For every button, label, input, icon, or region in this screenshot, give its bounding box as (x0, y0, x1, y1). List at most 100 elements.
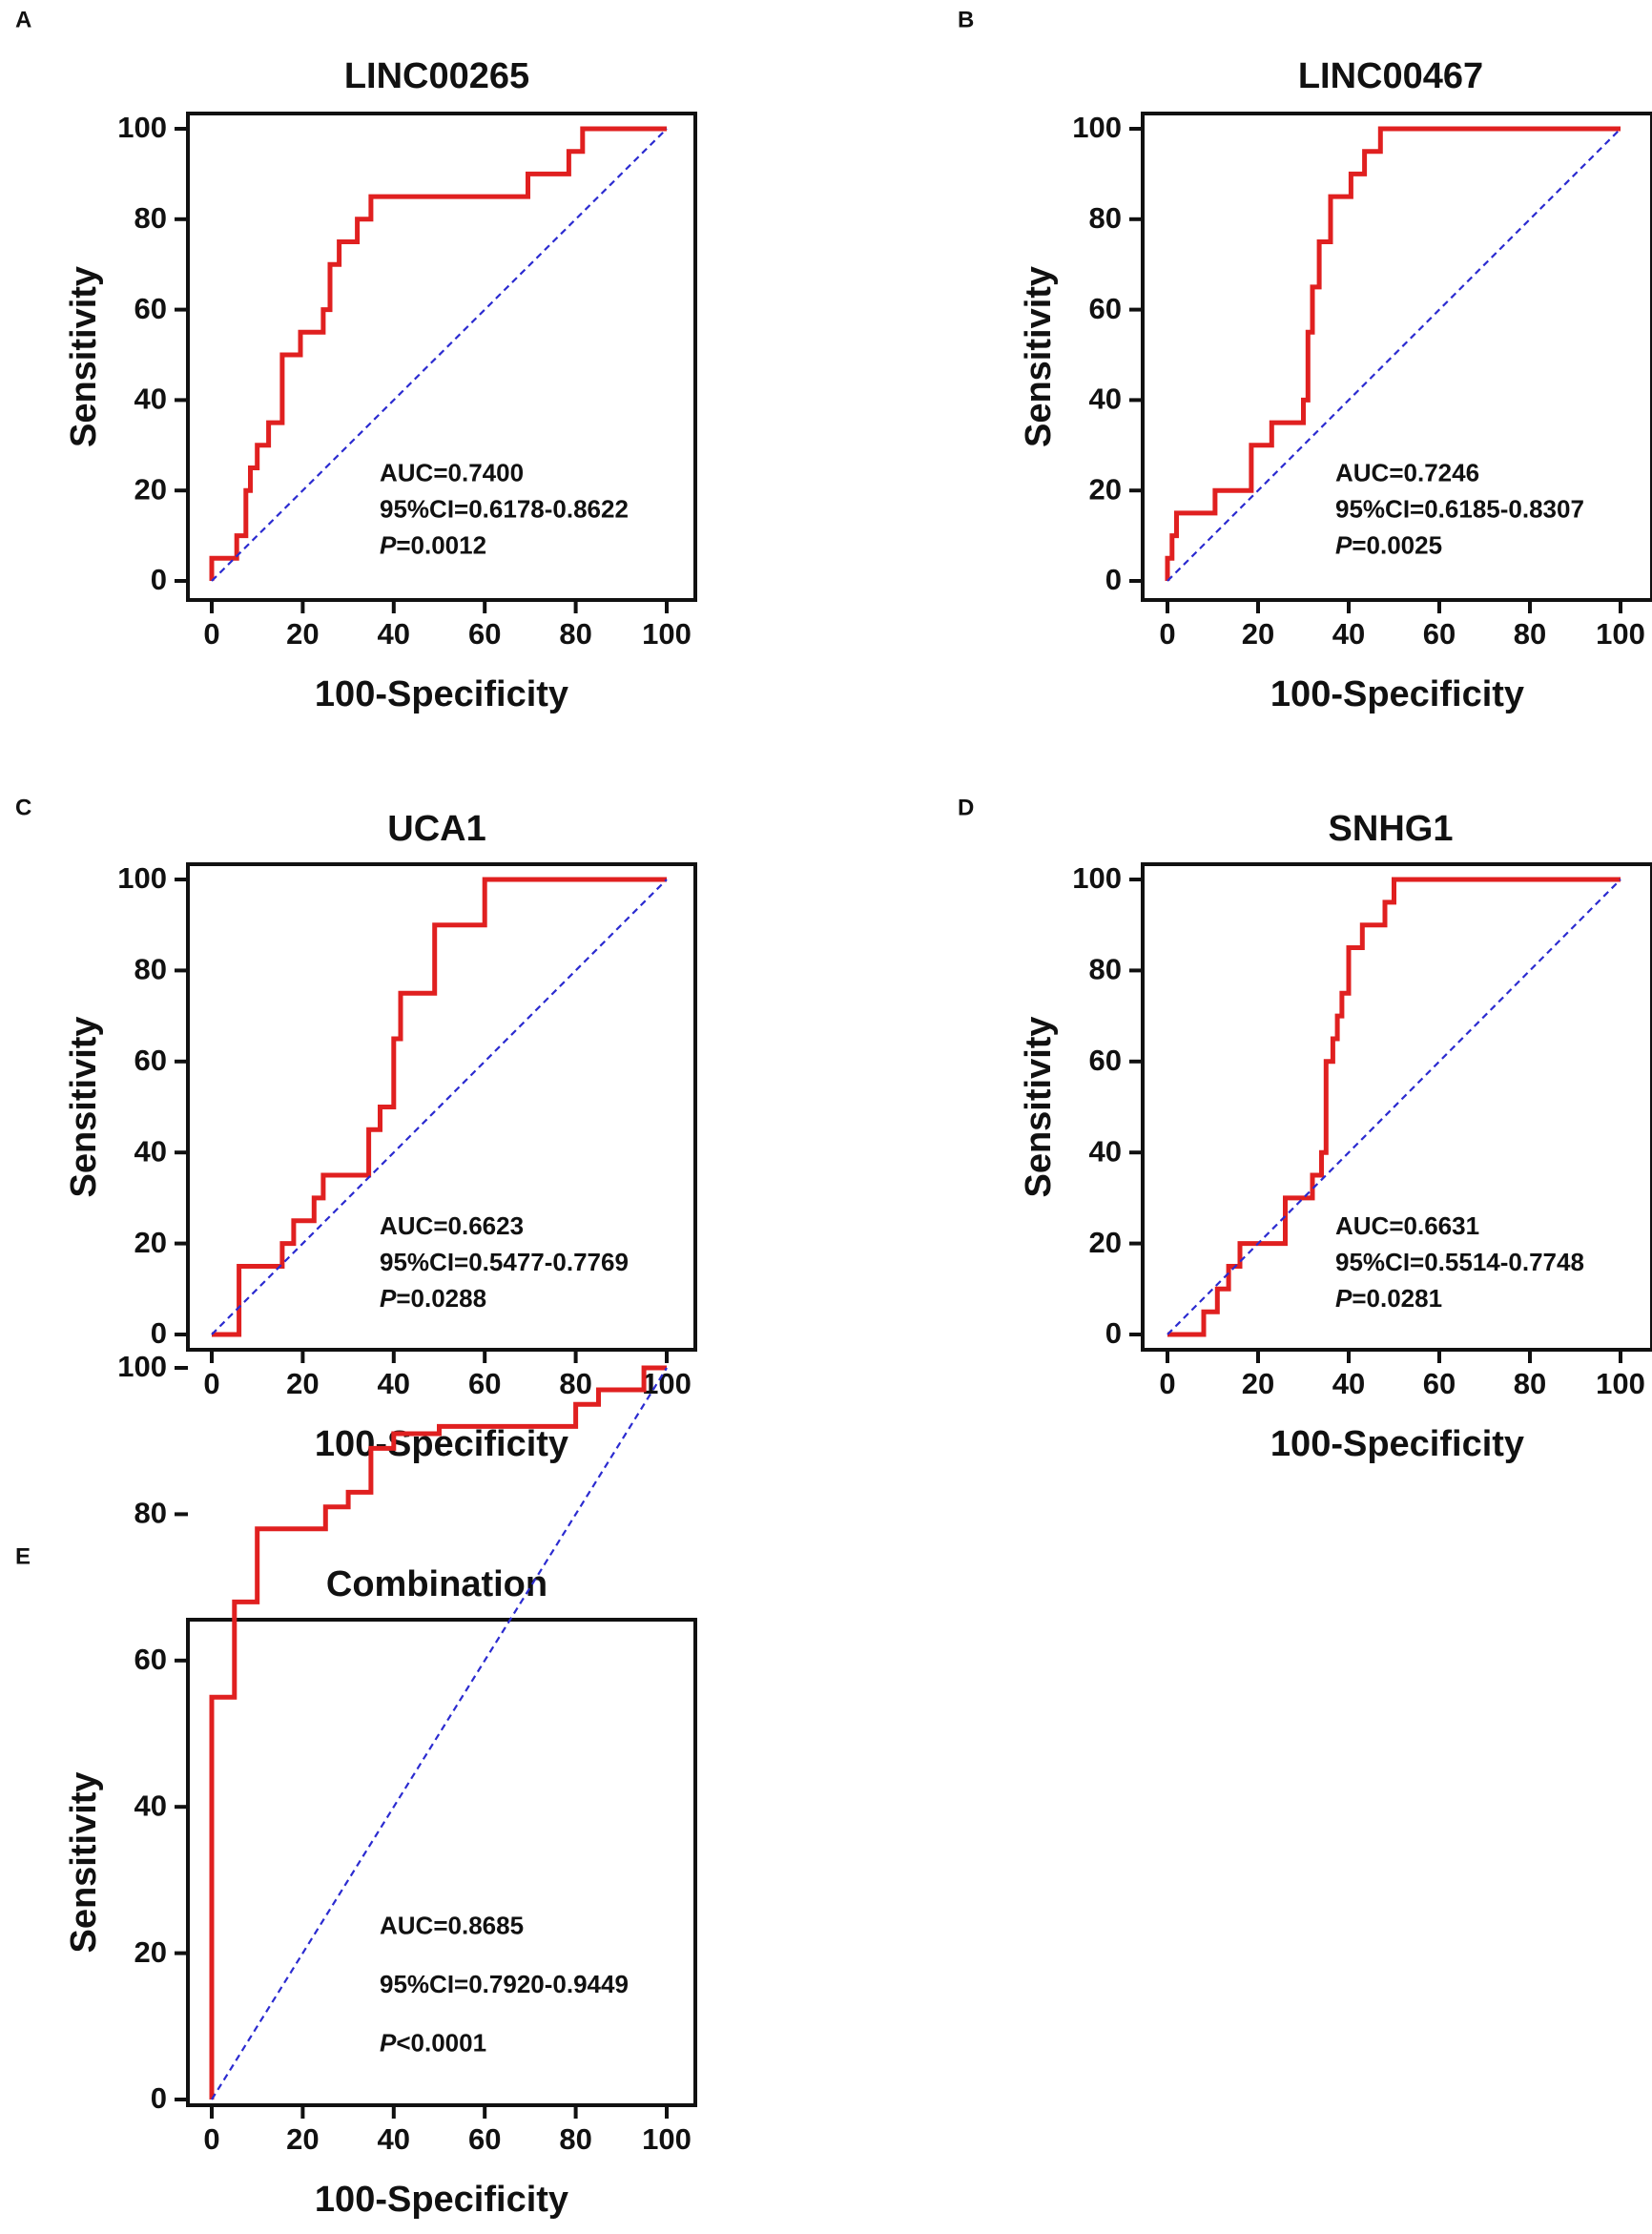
x-tick-label: 100 (642, 2122, 692, 2156)
chart-title: UCA1 (387, 809, 485, 849)
x-tick-label: 60 (468, 617, 501, 651)
x-tick-label: 20 (286, 1367, 319, 1400)
x-tick-label: 100 (1596, 1367, 1645, 1400)
y-tick-label: 80 (1089, 201, 1122, 235)
panel-letter: E (15, 1543, 31, 1569)
reference-line (1167, 879, 1621, 1335)
x-tick-label: 60 (468, 2122, 501, 2156)
y-axis-label: Sensitivity (64, 1016, 104, 1197)
x-axis-label: 100-Specificity (315, 674, 568, 714)
auc-label: AUC=0.6631 (1335, 1211, 1479, 1240)
y-tick-label: 100 (117, 1350, 167, 1383)
reference-line (1167, 128, 1621, 582)
y-tick-label: 80 (1089, 953, 1122, 986)
x-axis-label: 100-Specificity (315, 2180, 568, 2220)
y-tick-label: 20 (1089, 1226, 1122, 1259)
p-symbol: P (1335, 530, 1353, 559)
x-tick-label: 20 (286, 617, 319, 651)
x-tick-label: 100 (1596, 617, 1645, 651)
p-symbol: P (380, 1284, 397, 1313)
roc-panel-d: D SNHG1 0 20 40 60 80 100 0 20 40 60 80 100 100-Specif… (958, 795, 1652, 1464)
roc-panel-b: B LINC00467 0 20 40 60 80 100 0 20 40 60 80 100 100-Sp… (958, 7, 1652, 714)
y-tick-label: 40 (1089, 383, 1122, 416)
x-tick-label: 40 (378, 1367, 410, 1400)
x-tick-label: 80 (559, 1367, 591, 1400)
y-tick-label: 80 (134, 201, 167, 235)
auc-label: AUC=0.7400 (380, 458, 524, 486)
y-tick-label: 100 (117, 111, 167, 144)
reference-line (211, 128, 668, 582)
p-value-label: P<0.0001 (380, 2028, 486, 2057)
x-tick-label: 0 (1159, 1367, 1175, 1400)
x-tick-label: 0 (1159, 617, 1175, 651)
y-axis-label: Sensitivity (1019, 1016, 1059, 1197)
y-tick-label: 20 (1089, 472, 1122, 506)
y-tick-label: 40 (134, 383, 167, 416)
p-value-label: P=0.0025 (1335, 530, 1442, 559)
y-tick-label: 100 (117, 861, 167, 895)
roc-curve (209, 1365, 667, 2100)
panel-letter: C (15, 795, 31, 820)
p-value-label: P=0.0288 (380, 1284, 486, 1313)
x-tick-label: 60 (1423, 1367, 1456, 1400)
y-tick-label: 0 (151, 563, 167, 596)
y-tick-label: 0 (151, 1316, 167, 1350)
y-axis-label: Sensitivity (1019, 266, 1059, 447)
x-tick-label: 80 (1514, 1367, 1546, 1400)
roc-curve (1167, 877, 1621, 1337)
roc-panel-e: E Combination 0 20 40 60 80 100 0 20 40 60 80 100 100-… (15, 1350, 697, 2220)
chart-title: LINC00265 (344, 56, 529, 96)
p-symbol: P (380, 2028, 397, 2057)
x-tick-label: 0 (203, 617, 219, 651)
y-tick-label: 80 (134, 953, 167, 986)
p-value-label: P=0.0012 (380, 530, 486, 559)
x-axis-label: 100-Specificity (1270, 1424, 1524, 1464)
x-tick-label: 100 (642, 617, 692, 651)
reference-line (211, 879, 668, 1335)
roc-curve (1165, 126, 1621, 581)
auc-label: AUC=0.6623 (380, 1211, 524, 1240)
panel-letter: B (958, 7, 974, 32)
y-tick-label: 0 (1105, 1316, 1122, 1350)
p-value: =0.0288 (396, 1284, 486, 1313)
x-tick-label: 80 (1514, 617, 1546, 651)
y-tick-label: 40 (134, 1789, 167, 1822)
panel-letter: A (15, 7, 31, 32)
chart-title: SNHG1 (1329, 809, 1454, 849)
p-value-label: P=0.0281 (1335, 1284, 1442, 1313)
plot-frame (186, 1618, 697, 2107)
y-tick-label: 100 (1072, 861, 1122, 895)
y-tick-label: 0 (151, 2081, 167, 2115)
x-tick-label: 20 (1242, 1367, 1274, 1400)
auc-label: AUC=0.8685 (380, 1912, 524, 1940)
y-axis-label: Sensitivity (64, 1771, 104, 1953)
p-value: <0.0001 (396, 2028, 486, 2057)
x-tick-label: 80 (559, 617, 591, 651)
x-tick-label: 0 (203, 1367, 219, 1400)
y-tick-label: 20 (134, 472, 167, 506)
p-symbol: P (1335, 1284, 1353, 1313)
x-tick-label: 60 (1423, 617, 1456, 651)
ci-label: 95%CI=0.6178-0.8622 (380, 494, 629, 523)
x-tick-label: 80 (559, 2122, 591, 2156)
ci-label: 95%CI=0.7920-0.9449 (380, 1970, 629, 1998)
roc-curve (212, 877, 667, 1337)
p-value: =0.0025 (1352, 530, 1442, 559)
p-value: =0.0012 (396, 530, 486, 559)
x-tick-label: 40 (378, 2122, 410, 2156)
x-tick-label: 20 (286, 2122, 319, 2156)
plot-frame (186, 112, 697, 602)
x-axis-label: 100-Specificity (1270, 674, 1524, 714)
ci-label: 95%CI=0.5514-0.7748 (1335, 1248, 1584, 1276)
panel-letter: D (958, 795, 974, 820)
ci-label: 95%CI=0.5477-0.7769 (380, 1248, 629, 1276)
y-tick-label: 60 (134, 292, 167, 325)
plot-frame (1141, 112, 1652, 602)
y-tick-label: 40 (134, 1134, 167, 1168)
y-tick-label: 100 (1072, 111, 1122, 144)
y-tick-label: 80 (134, 1497, 167, 1530)
x-tick-label: 40 (378, 617, 410, 651)
x-tick-label: 20 (1242, 617, 1274, 651)
